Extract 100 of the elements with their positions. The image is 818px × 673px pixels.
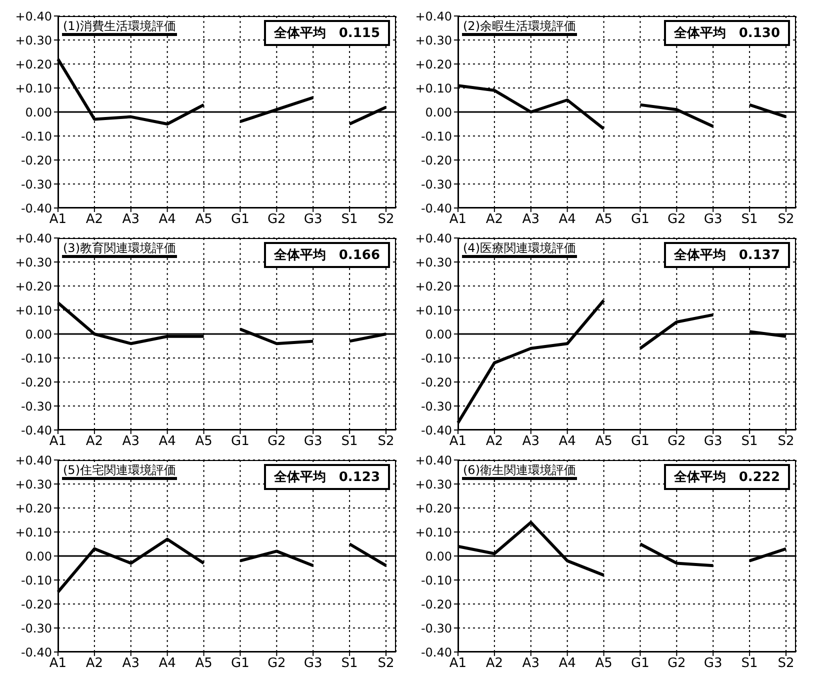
x-tick-label: A5 <box>195 434 212 450</box>
chart-title: (3)教育関連環境評価 <box>62 241 177 258</box>
x-tick-label: S2 <box>778 434 794 450</box>
x-tick-label: A5 <box>595 656 612 672</box>
y-tick-label: +0.20 <box>415 57 452 72</box>
x-tick-label: S2 <box>378 434 394 450</box>
y-tick-label: +0.20 <box>415 501 452 516</box>
x-tick-label: G1 <box>631 656 650 672</box>
y-tick-label: +0.20 <box>415 279 452 294</box>
x-tick-label: G2 <box>667 212 686 228</box>
y-tick-label: +0.40 <box>15 9 52 24</box>
x-tick-label: A1 <box>449 212 467 228</box>
x-tick-label: A4 <box>158 212 176 228</box>
y-tick-label: +0.10 <box>15 525 52 540</box>
x-tick-label: A5 <box>195 212 212 228</box>
chart-title: (4)医療関連環境評価 <box>462 241 577 258</box>
x-tick-label: A2 <box>86 212 104 228</box>
x-tick-label: A3 <box>522 434 540 450</box>
chart-title: (5)住宅関連環境評価 <box>62 463 177 480</box>
x-tick-label: A5 <box>595 212 612 228</box>
x-tick-label: G3 <box>704 434 722 450</box>
y-tick-label: -0.10 <box>420 573 452 588</box>
x-tick-label: S2 <box>378 212 394 228</box>
y-tick-label: +0.40 <box>15 231 52 246</box>
y-tick-label: 0.00 <box>25 105 52 120</box>
y-tick-label: -0.40 <box>20 645 52 660</box>
chart-title: (1)消費生活環境評価 <box>62 19 177 36</box>
x-tick-label: G1 <box>231 656 250 672</box>
x-tick-label: A3 <box>122 434 140 450</box>
x-tick-label: A5 <box>595 434 612 450</box>
x-tick-label: G1 <box>231 212 250 228</box>
x-tick-label: G1 <box>231 434 250 450</box>
y-tick-label: +0.40 <box>15 453 52 468</box>
y-tick-label: 0.00 <box>25 327 52 342</box>
x-tick-label: A1 <box>449 434 467 450</box>
x-tick-label: A2 <box>486 656 504 672</box>
y-tick-label: +0.10 <box>15 303 52 318</box>
x-tick-label: S1 <box>741 434 758 450</box>
y-tick-label: -0.10 <box>20 351 52 366</box>
y-tick-label: +0.10 <box>415 525 452 540</box>
x-tick-label: G2 <box>267 656 286 672</box>
y-tick-label: +0.40 <box>415 453 452 468</box>
annotation: 全体平均 0.123 <box>264 464 390 490</box>
x-tick-label: A3 <box>122 656 140 672</box>
y-tick-label: 0.00 <box>425 549 452 564</box>
x-tick-label: G2 <box>267 212 286 228</box>
y-tick-label: -0.40 <box>420 423 452 438</box>
y-tick-label: -0.30 <box>20 177 52 192</box>
annotation: 全体平均 0.222 <box>664 464 790 490</box>
x-tick-label: G1 <box>631 212 650 228</box>
y-tick-label: -0.40 <box>420 645 452 660</box>
chart-title: (6)衛生関連環境評価 <box>462 463 577 480</box>
x-tick-label: A4 <box>558 656 576 672</box>
y-tick-label: -0.30 <box>420 399 452 414</box>
x-tick-label: S1 <box>341 212 358 228</box>
y-tick-label: +0.30 <box>15 477 52 492</box>
y-tick-label: -0.20 <box>20 597 52 612</box>
y-tick-label: -0.20 <box>420 597 452 612</box>
y-tick-label: +0.20 <box>15 279 52 294</box>
x-tick-label: S2 <box>378 656 394 672</box>
x-tick-label: A1 <box>449 656 467 672</box>
y-tick-label: +0.10 <box>415 81 452 96</box>
x-tick-label: A3 <box>522 212 540 228</box>
y-tick-label: -0.30 <box>420 621 452 636</box>
y-tick-label: -0.40 <box>20 201 52 216</box>
x-tick-label: G3 <box>304 434 322 450</box>
y-tick-label: -0.20 <box>420 153 452 168</box>
x-tick-label: S1 <box>741 656 758 672</box>
x-tick-label: G3 <box>704 656 722 672</box>
y-tick-label: -0.10 <box>420 351 452 366</box>
y-tick-label: +0.20 <box>15 57 52 72</box>
annotation: 全体平均 0.137 <box>664 242 790 268</box>
x-tick-label: G2 <box>667 434 686 450</box>
annotation: 全体平均 0.166 <box>264 242 390 268</box>
x-tick-label: G3 <box>304 656 322 672</box>
x-tick-label: A4 <box>558 212 576 228</box>
x-tick-label: A2 <box>86 656 104 672</box>
x-tick-label: A4 <box>158 434 176 450</box>
y-tick-label: -0.30 <box>20 621 52 636</box>
y-tick-label: +0.30 <box>15 33 52 48</box>
y-tick-label: +0.30 <box>415 255 452 270</box>
x-tick-label: S1 <box>341 656 358 672</box>
x-tick-label: A1 <box>49 212 67 228</box>
x-tick-label: A2 <box>86 434 104 450</box>
x-tick-label: A5 <box>195 656 212 672</box>
y-tick-label: 0.00 <box>425 327 452 342</box>
y-tick-label: -0.10 <box>20 129 52 144</box>
x-tick-label: A4 <box>558 434 576 450</box>
y-tick-label: -0.40 <box>420 201 452 216</box>
annotation: 全体平均 0.115 <box>264 20 390 46</box>
y-tick-label: +0.40 <box>415 9 452 24</box>
x-tick-label: G2 <box>667 656 686 672</box>
y-tick-label: 0.00 <box>425 105 452 120</box>
y-tick-label: -0.30 <box>420 177 452 192</box>
y-tick-label: -0.10 <box>420 129 452 144</box>
y-tick-label: 0.00 <box>25 549 52 564</box>
y-tick-label: +0.10 <box>15 81 52 96</box>
y-tick-label: +0.30 <box>415 33 452 48</box>
x-tick-label: G3 <box>704 212 722 228</box>
y-tick-label: -0.40 <box>20 423 52 438</box>
